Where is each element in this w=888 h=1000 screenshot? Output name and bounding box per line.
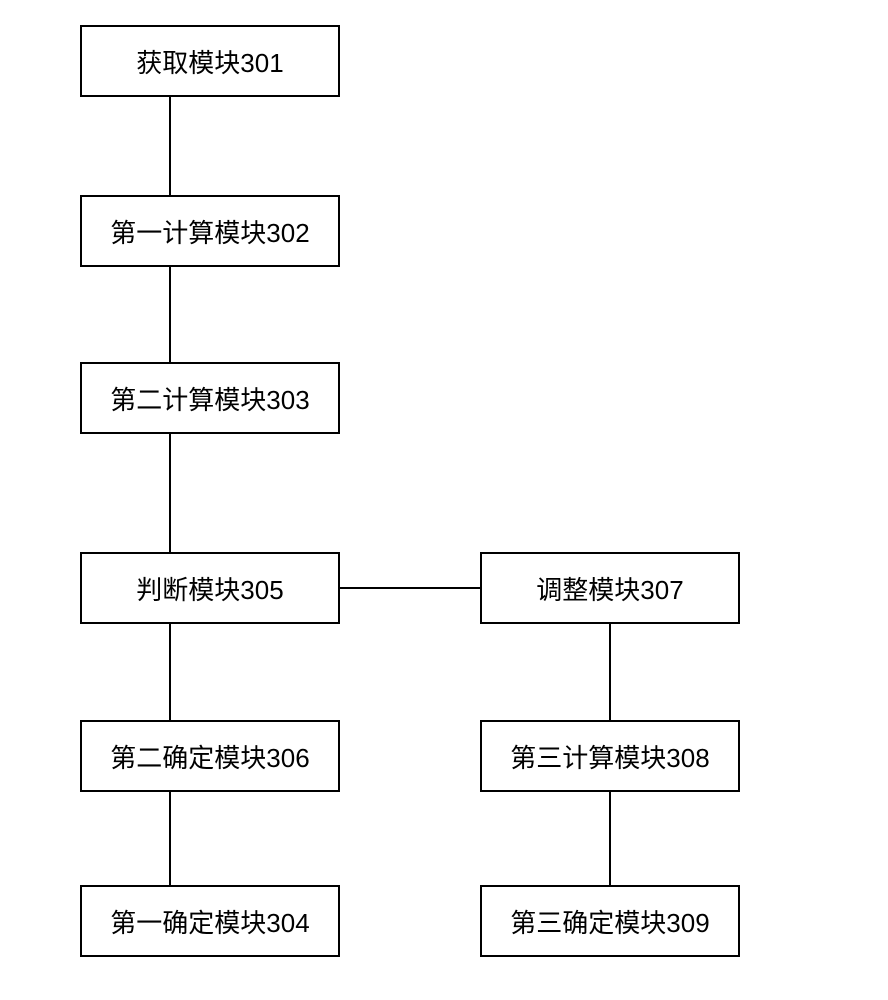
edge-302-303 [169, 267, 171, 362]
edge-305-307 [340, 587, 480, 589]
node-305: 判断模块305 [80, 552, 340, 624]
edge-307-308 [609, 624, 611, 720]
node-304: 第一确定模块304 [80, 885, 340, 957]
node-308: 第三计算模块308 [480, 720, 740, 792]
node-label: 第二计算模块303 [110, 380, 309, 417]
node-309: 第三确定模块309 [480, 885, 740, 957]
edge-301-302 [169, 97, 171, 195]
node-label: 第三计算模块308 [510, 738, 709, 775]
edge-305-306 [169, 624, 171, 720]
node-label: 第三确定模块309 [510, 903, 709, 940]
flowchart-diagram: 获取模块301 第一计算模块302 第二计算模块303 判断模块305 调整模块… [0, 0, 888, 1000]
edge-306-304 [169, 792, 171, 885]
node-label: 第二确定模块306 [110, 738, 309, 775]
node-306: 第二确定模块306 [80, 720, 340, 792]
edge-308-309 [609, 792, 611, 885]
node-label: 判断模块305 [136, 570, 283, 607]
node-label: 调整模块307 [536, 570, 683, 607]
node-307: 调整模块307 [480, 552, 740, 624]
node-301: 获取模块301 [80, 25, 340, 97]
node-label: 获取模块301 [136, 43, 283, 80]
node-label: 第一确定模块304 [110, 903, 309, 940]
node-302: 第一计算模块302 [80, 195, 340, 267]
node-303: 第二计算模块303 [80, 362, 340, 434]
node-label: 第一计算模块302 [110, 213, 309, 250]
edge-303-305 [169, 434, 171, 552]
